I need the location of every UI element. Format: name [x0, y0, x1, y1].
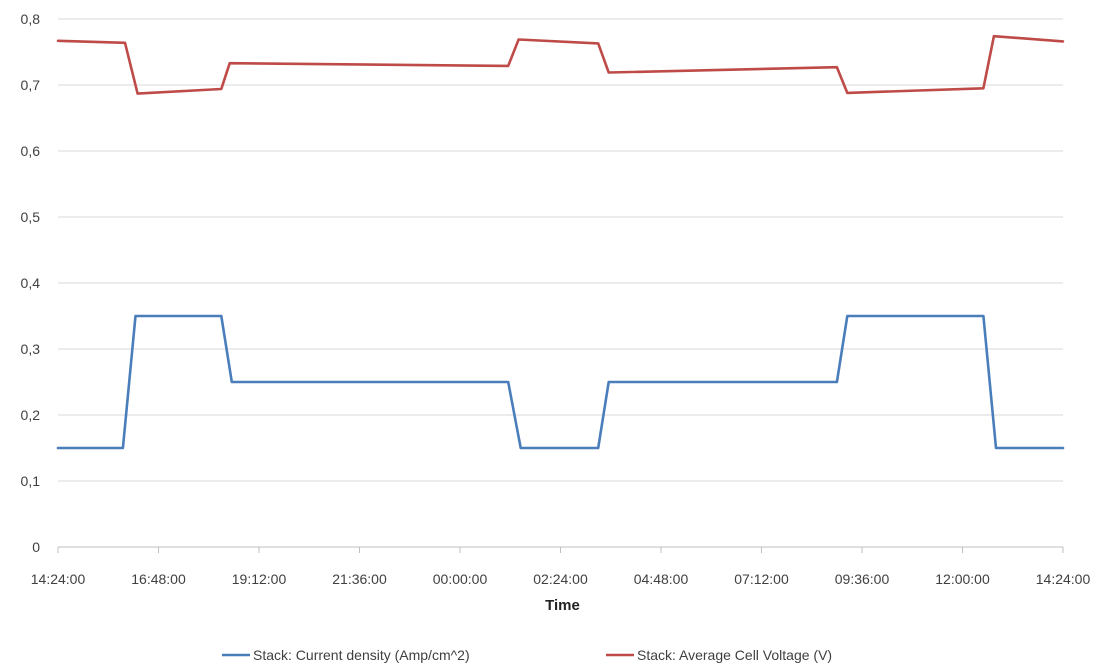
x-tick-label: 00:00:00 — [433, 571, 488, 587]
x-tick-label: 14:24:00 — [31, 571, 86, 587]
y-tick-label: 0,8 — [21, 11, 41, 27]
legend: Stack: Current density (Amp/cm^2) Stack: … — [222, 647, 832, 663]
x-tick-label: 14:24:00 — [1036, 571, 1091, 587]
cell-voltage-series-line — [56, 34, 1065, 95]
series-lines — [56, 34, 1065, 450]
x-tick-label: 12:00:00 — [935, 571, 990, 587]
y-tick-label: 0,7 — [21, 77, 41, 93]
y-tick-label: 0,2 — [21, 407, 41, 423]
y-tick-label: 0,1 — [21, 473, 41, 489]
x-tick-label: 04:48:00 — [634, 571, 689, 587]
x-tick-label: 21:36:00 — [332, 571, 387, 587]
x-axis-title: Time — [545, 597, 580, 614]
current-density-series-line — [56, 314, 1065, 450]
x-axis-ticks: 14:24:00 16:48:00 19:12:00 21:36:00 00:00:00… — [31, 547, 1091, 587]
gridlines — [58, 18, 1063, 482]
x-tick-label: 07:12:00 — [734, 571, 789, 587]
x-tick-label: 09:36:00 — [835, 571, 890, 587]
y-tick-label: 0,6 — [21, 143, 41, 159]
y-tick-label: 0,4 — [21, 275, 41, 291]
legend-label: Stack: Average Cell Voltage (V) — [637, 647, 832, 663]
y-tick-label: 0,3 — [21, 341, 41, 357]
x-tick-label: 19:12:00 — [232, 571, 287, 587]
x-tick-label: 02:24:00 — [533, 571, 588, 587]
y-axis-ticks: 0 0,1 0,2 0,3 0,4 0,5 0,6 0,7 0,8 — [21, 11, 41, 555]
y-tick-label: 0,5 — [21, 209, 41, 225]
x-tick-label: 16:48:00 — [131, 571, 186, 587]
y-tick-label: 0 — [32, 539, 40, 555]
legend-label: Stack: Current density (Amp/cm^2) — [253, 647, 470, 663]
